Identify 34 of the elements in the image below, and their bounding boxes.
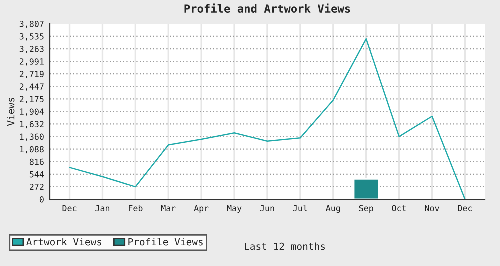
x-tick-label: May — [227, 205, 242, 214]
x-tick-label: Apr — [194, 205, 209, 214]
x-tick-label: Oct — [392, 205, 406, 212]
y-tick-label: 544 — [30, 172, 44, 178]
y-tick-label: 272 — [30, 184, 44, 190]
line-series — [69, 38, 466, 200]
x-tick-label: Feb — [129, 205, 143, 212]
x-axis-title: Last 12 months — [245, 242, 326, 250]
y-tick-label: 2,719 — [20, 71, 44, 78]
y-tick-label: 1,088 — [20, 146, 44, 154]
y-tick-label: 1,904 — [20, 108, 44, 116]
y-tick-label: 3,807 — [20, 20, 44, 28]
x-tick-label: Aug — [326, 205, 340, 214]
legend-label: Artwork Views — [26, 238, 102, 246]
y-tick-label: 2,447 — [20, 84, 44, 92]
x-tick-label: Sep — [359, 205, 374, 214]
x-tick-label: Dec — [458, 205, 472, 212]
y-axis-title: Views — [7, 98, 15, 126]
y-tick-label: 1,360 — [20, 134, 44, 142]
y-tick-label: 3,535 — [20, 33, 44, 41]
y-tick-label: 816 — [30, 158, 44, 166]
x-tick-label: Nov — [425, 205, 440, 212]
x-tick-label: Jun — [260, 205, 274, 212]
y-tick-label: 0 — [40, 196, 44, 203]
y-tick-label: 2,991 — [20, 58, 44, 66]
x-tick-label: Jan — [96, 205, 110, 212]
y-tick-label: 1,632 — [20, 121, 44, 129]
y-tick-label: 3,263 — [20, 46, 44, 54]
legend-label: Profile Views — [128, 238, 203, 246]
x-tick-label: Mar — [161, 205, 176, 212]
chart-title: Profile and Artwork Views — [184, 4, 350, 13]
y-tick-label: 2,175 — [20, 96, 44, 104]
x-tick-label: Dec — [62, 205, 77, 212]
x-tick-label: Jul — [293, 205, 308, 212]
